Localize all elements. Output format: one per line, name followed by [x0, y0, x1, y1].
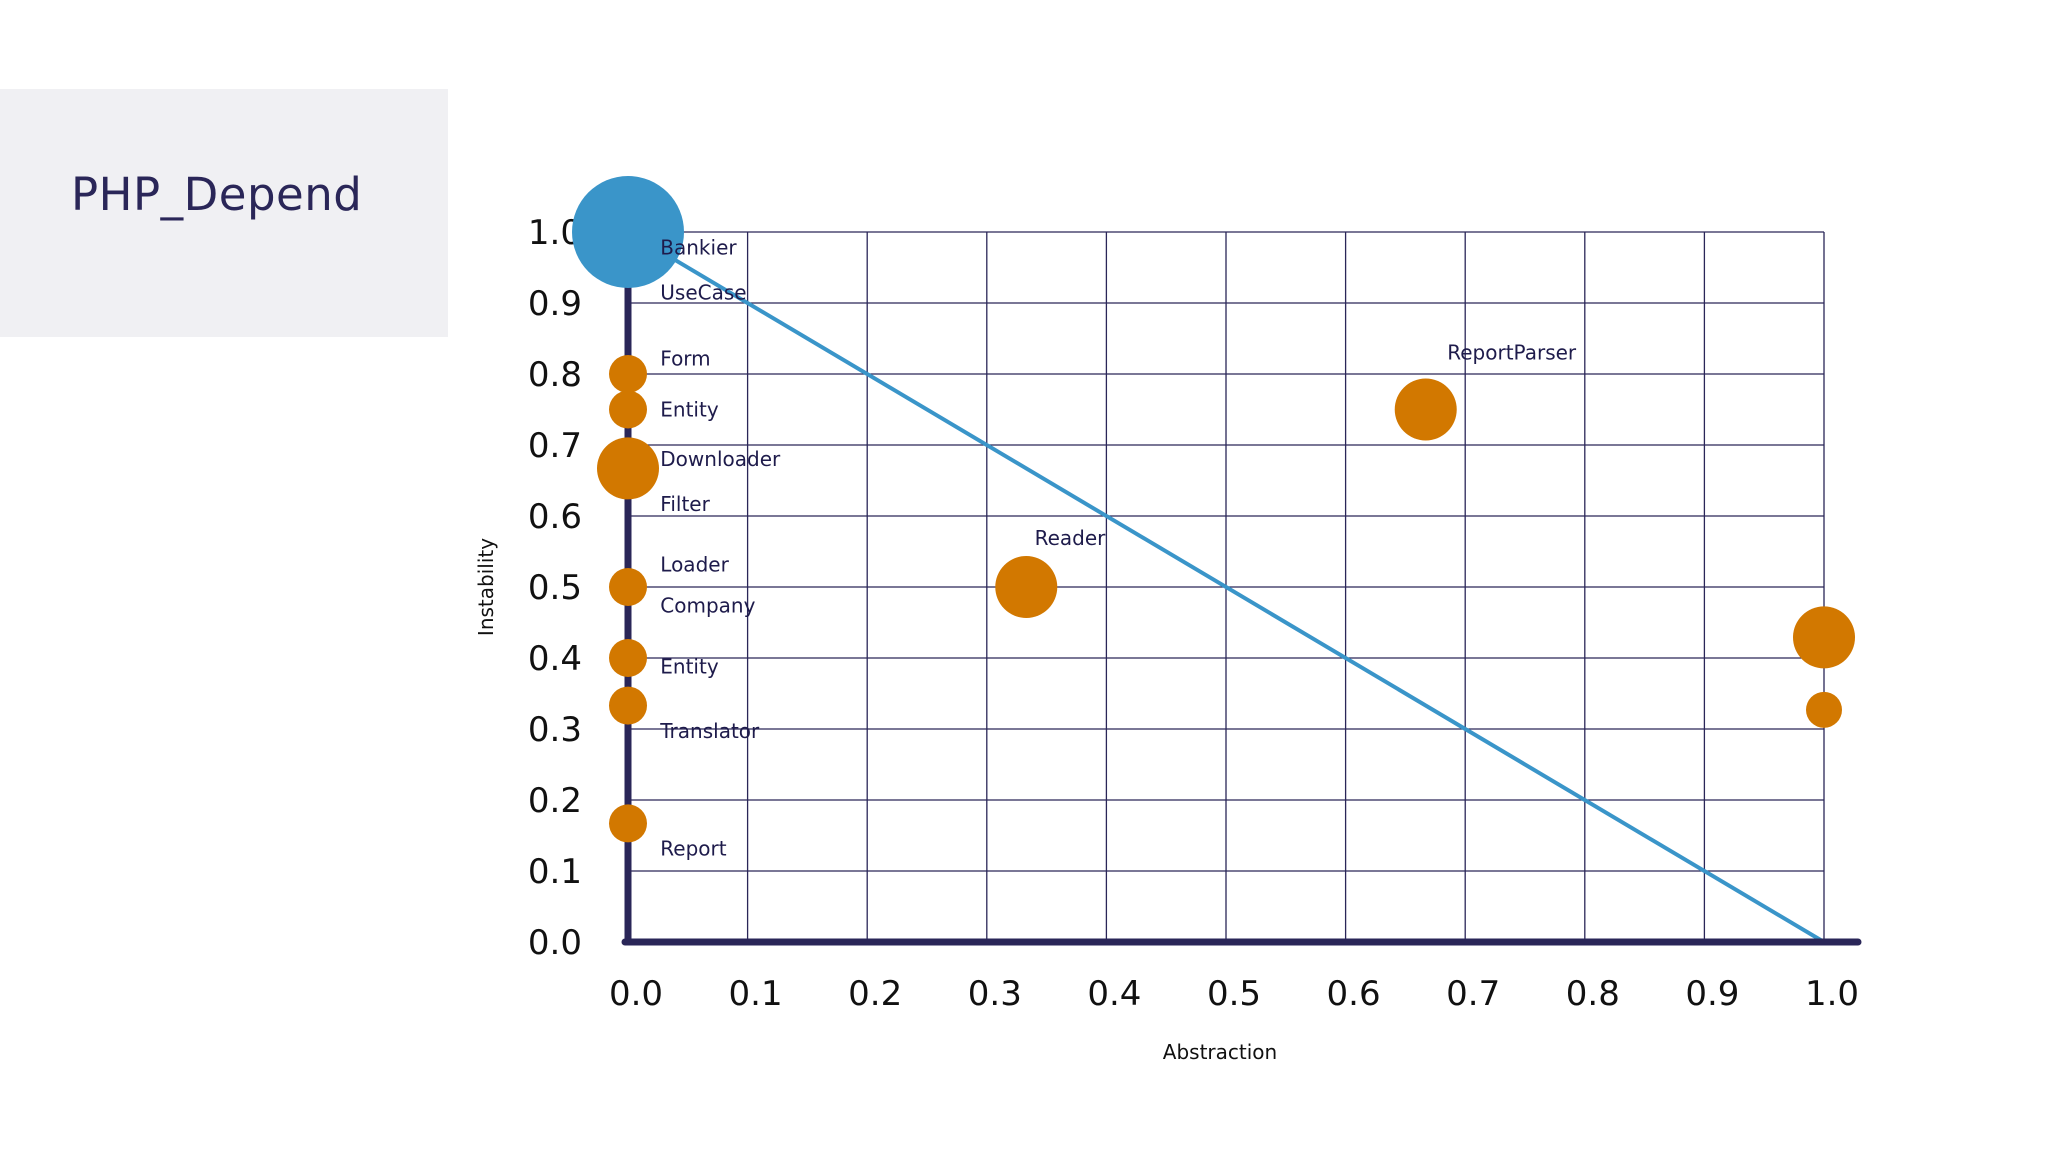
x-tick-label: 0.2	[848, 974, 902, 1014]
x-tick-label: 0.8	[1566, 974, 1620, 1014]
main-sequence-layer	[626, 230, 1826, 944]
package-label: Bankier	[660, 236, 737, 260]
y-tick-label: 0.3	[528, 710, 582, 750]
highlighted-package-point	[572, 176, 684, 288]
data-points	[572, 176, 1855, 843]
x-tick-label: 0.3	[968, 974, 1022, 1014]
package-label: Entity	[660, 655, 719, 679]
x-tick-label: 0.1	[729, 974, 783, 1014]
y-tick-label: 0.1	[528, 852, 582, 892]
main-sequence-line	[626, 230, 1826, 944]
y-tick-label: 0.5	[528, 568, 582, 608]
package-point	[1394, 378, 1457, 441]
title-panel	[0, 89, 448, 337]
x-tick-label: 0.7	[1446, 974, 1500, 1014]
x-axis-title: Abstraction	[1163, 1040, 1277, 1064]
package-point	[995, 556, 1058, 618]
y-tick-label: 0.6	[528, 497, 582, 537]
package-point	[609, 568, 647, 606]
package-label: Company	[660, 593, 755, 617]
package-point	[609, 355, 647, 393]
package-label: Form	[660, 346, 710, 370]
package-label: Reader	[1035, 526, 1107, 550]
package-point	[609, 639, 647, 677]
x-tick-label: 0.5	[1207, 974, 1261, 1014]
y-tick-label: 0.7	[528, 426, 582, 466]
grid	[628, 231, 1825, 942]
x-tick-label: 0.6	[1327, 974, 1381, 1014]
package-point	[609, 686, 647, 725]
package-point	[597, 437, 659, 500]
x-tick-label: 0.0	[609, 974, 663, 1014]
y-tick-label: 0.4	[528, 639, 582, 679]
x-tick-label: 0.4	[1087, 974, 1141, 1014]
x-tick-label: 1.0	[1805, 974, 1859, 1014]
package-label: Loader	[660, 552, 729, 576]
y-axis-title: Instability	[474, 538, 498, 636]
tick-labels: 0.0 0.1 0.2 0.3 0.4 0.5 0.6 0.7 0.8 0.9 1.0 0.0 0.1 0…	[528, 213, 1859, 1014]
package-label: ReportParser	[1447, 341, 1577, 365]
package-label: Downloader	[660, 447, 781, 471]
package-point	[609, 390, 647, 429]
package-point	[1806, 691, 1842, 728]
package-label: UseCase	[660, 280, 746, 304]
y-tick-label: 0.2	[528, 781, 582, 821]
package-label: Translator	[659, 719, 760, 743]
x-tick-label: 0.9	[1685, 974, 1739, 1014]
y-tick-label: 0.9	[528, 284, 582, 324]
point-labels: Bankier UseCase Form Entity Downloader Filter…	[659, 236, 1577, 861]
package-label: Report	[660, 836, 726, 860]
package-label: Filter	[660, 492, 710, 516]
y-tick-label: 0.0	[528, 923, 582, 963]
package-point	[1793, 606, 1855, 669]
slide-title: PHP_Depend	[71, 168, 363, 221]
package-label: Entity	[660, 398, 719, 422]
package-point	[609, 804, 647, 843]
y-tick-label: 0.8	[528, 355, 582, 395]
